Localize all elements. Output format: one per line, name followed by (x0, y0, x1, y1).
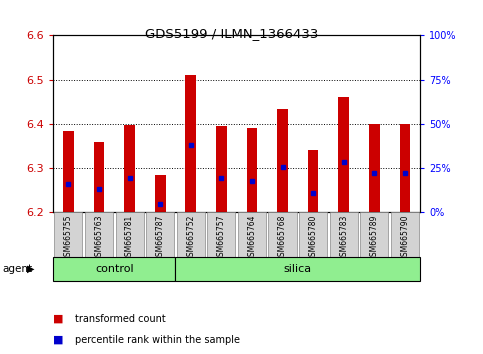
Bar (146, 212, 174, 257)
Bar (175, 257, 420, 281)
Bar (238, 212, 266, 257)
Bar (94, 143, 104, 212)
Bar (247, 129, 257, 212)
Text: GSM665755: GSM665755 (64, 215, 73, 261)
Bar (339, 97, 349, 212)
Text: GSM665768: GSM665768 (278, 215, 287, 261)
Bar (308, 150, 318, 212)
Text: GSM665752: GSM665752 (186, 215, 195, 261)
Text: GSM665780: GSM665780 (309, 215, 318, 261)
Text: GSM665789: GSM665789 (370, 215, 379, 261)
Text: GDS5199 / ILMN_1366433: GDS5199 / ILMN_1366433 (145, 27, 318, 40)
Bar (391, 212, 419, 257)
Text: GSM665764: GSM665764 (247, 215, 256, 261)
Bar (216, 126, 227, 212)
Bar (330, 212, 358, 257)
Bar (185, 75, 196, 212)
Text: ■: ■ (53, 314, 64, 324)
Text: GSM665763: GSM665763 (95, 215, 103, 261)
Text: ▶: ▶ (27, 264, 34, 274)
Text: percentile rank within the sample: percentile rank within the sample (75, 335, 240, 345)
Bar (115, 212, 143, 257)
Bar (369, 124, 380, 212)
Bar (207, 212, 235, 257)
Bar (63, 131, 74, 212)
Text: control: control (95, 264, 134, 274)
Bar (85, 212, 113, 257)
Text: GSM665787: GSM665787 (156, 215, 165, 261)
Bar (155, 175, 166, 212)
Text: GSM665757: GSM665757 (217, 215, 226, 261)
Text: ■: ■ (53, 335, 64, 345)
Bar (124, 125, 135, 212)
Text: agent: agent (2, 264, 32, 274)
Bar (360, 212, 388, 257)
Bar (53, 257, 175, 281)
Bar (399, 124, 410, 212)
Text: GSM665790: GSM665790 (400, 215, 410, 261)
Bar (55, 212, 83, 257)
Bar (277, 109, 288, 212)
Bar (269, 212, 297, 257)
Text: GSM665783: GSM665783 (339, 215, 348, 261)
Bar (177, 212, 205, 257)
Text: transformed count: transformed count (75, 314, 166, 324)
Bar (299, 212, 327, 257)
Text: GSM665781: GSM665781 (125, 215, 134, 261)
Text: silica: silica (284, 264, 312, 274)
